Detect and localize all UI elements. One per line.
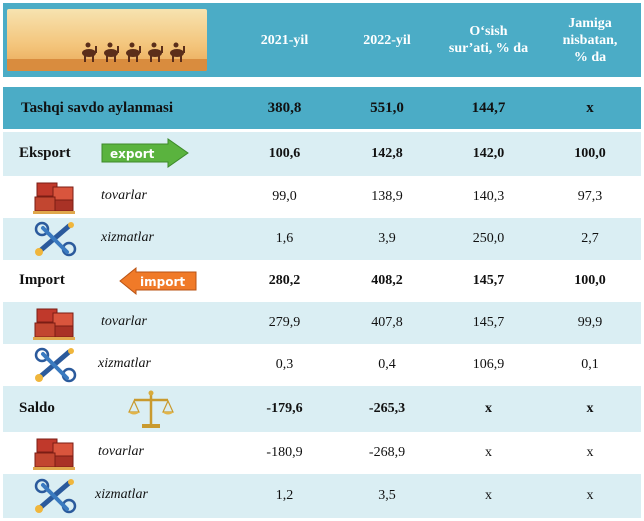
tools-gears-icon — [34, 221, 77, 257]
row-label-cell: tovarlar — [3, 302, 233, 344]
row-label: Tashqi savdo aylanmasi — [21, 99, 174, 116]
cell-share: 97,3 — [577, 189, 603, 204]
export-badge-text: export — [110, 147, 155, 161]
cell-2022: 3,9 — [378, 231, 396, 246]
import-badge-text: import — [140, 275, 185, 289]
cell-2021: 1,6 — [275, 231, 294, 246]
header-share-line1: Jamiga — [568, 15, 612, 31]
cell-growth: 140,3 — [472, 189, 505, 204]
row-label: Saldo — [19, 400, 55, 416]
header-share: Jamiga nisbatan, % da — [539, 3, 641, 77]
cell-2021: 380,8 — [267, 99, 302, 116]
cell-growth: 144,7 — [471, 99, 506, 116]
cell-growth: 250,0 — [472, 231, 505, 246]
header-share-line3: % da — [573, 49, 607, 65]
cell-2022: -268,9 — [368, 445, 406, 460]
header-2021: 2021-yil — [260, 32, 309, 48]
cell-growth: 145,7 — [472, 315, 505, 330]
cell-share: 100,0 — [574, 273, 606, 288]
cell-2021: 100,6 — [268, 146, 301, 161]
header-growth-line2: sur’ati, % da — [448, 41, 529, 56]
tools-gears-icon — [34, 347, 77, 383]
cell-share: x — [586, 401, 594, 416]
trade-table: 2021-yil 2022-yil O‘sish sur’ati, % da J… — [3, 3, 641, 518]
import-arrow-icon: import — [119, 266, 197, 296]
cell-2022: 3,5 — [378, 488, 396, 503]
cell-2021: -180,9 — [266, 445, 303, 460]
desert-caravan-image — [7, 9, 207, 71]
cell-share: 99,9 — [577, 315, 603, 330]
cargo-boxes-icon — [33, 438, 75, 470]
cell-growth: x — [485, 445, 492, 460]
row-label-cell: tovarlar — [3, 176, 233, 218]
row-label-cell: Eksport export — [3, 132, 233, 176]
cell-share: x — [586, 445, 594, 460]
header-share-line2: nisbatan, — [562, 32, 618, 48]
row-label: tovarlar — [98, 444, 144, 459]
cell-growth: 106,9 — [472, 357, 505, 372]
table-row-balance: Saldo -179,6 -265,3 x x — [3, 386, 641, 432]
header-gap — [3, 77, 641, 87]
row-label-cell: xizmatlar — [3, 474, 233, 518]
cell-2021: 0,3 — [275, 357, 294, 372]
header-growth: O‘sish sur’ati, % da — [438, 3, 539, 77]
header-banner-cell — [3, 3, 233, 77]
header-2022: 2022-yil — [363, 32, 411, 48]
cell-2022: 142,8 — [371, 146, 403, 161]
table-row-export: Eksport export 100,6 142,8 142,0 100,0 — [3, 132, 641, 176]
row-label-cell: xizmatlar — [3, 344, 233, 386]
table-header: 2021-yil 2022-yil O‘sish sur’ati, % da J… — [3, 3, 641, 77]
row-label: xizmatlar — [101, 230, 154, 245]
cell-2022: 138,9 — [371, 189, 403, 204]
table-row-export-goods: tovarlar 99,0 138,9 140,3 97,3 — [3, 176, 641, 218]
cell-2022: 407,8 — [371, 315, 403, 330]
cell-2022: 0,4 — [378, 357, 396, 372]
cell-share: 0,1 — [581, 357, 599, 372]
cell-2021: 1,2 — [275, 488, 294, 503]
cell-2022: 551,0 — [370, 99, 404, 116]
row-label: xizmatlar — [98, 356, 151, 371]
row-label-cell: Import import — [3, 260, 233, 302]
cell-growth: x — [485, 401, 492, 416]
table-row-import-services: xizmatlar 0,3 0,4 106,9 0,1 — [3, 344, 641, 386]
cell-2022: 408,2 — [371, 273, 403, 288]
row-label-cell: Saldo — [3, 386, 233, 432]
row-label: tovarlar — [101, 314, 147, 329]
cell-growth: x — [485, 488, 492, 503]
table-row-import: Import import 280,2 408,2 145,7 100,0 — [3, 260, 641, 302]
row-label: Eksport — [19, 145, 71, 161]
cell-2021: 279,9 — [268, 315, 301, 330]
header-growth-line1: O‘sish — [469, 24, 508, 39]
table-row-balance-goods: tovarlar -180,9 -268,9 x x — [3, 432, 641, 474]
row-label: Import — [19, 272, 65, 288]
cell-share: x — [586, 99, 594, 116]
cell-share: 100,0 — [574, 146, 606, 161]
cell-2022: -265,3 — [368, 401, 406, 416]
table-row-import-goods: tovarlar 279,9 407,8 145,7 99,9 — [3, 302, 641, 344]
cell-share: 2,7 — [581, 231, 599, 246]
scales-icon — [128, 390, 174, 428]
cell-growth: 145,7 — [472, 273, 505, 288]
cargo-boxes-icon — [33, 308, 75, 340]
cell-2021: -179,6 — [266, 401, 303, 416]
tools-gears-icon — [34, 478, 77, 514]
table-row-balance-services: xizmatlar 1,2 3,5 x x — [3, 474, 641, 518]
row-label-cell: xizmatlar — [3, 218, 233, 260]
table-row-total: Tashqi savdo aylanmasi 380,8 551,0 144,7… — [3, 87, 641, 129]
row-label: tovarlar — [101, 188, 147, 203]
cell-2021: 280,2 — [268, 273, 301, 288]
row-label-cell: tovarlar — [3, 432, 233, 474]
cargo-boxes-icon — [33, 182, 75, 214]
export-arrow-icon: export — [101, 138, 189, 168]
cell-share: x — [586, 488, 594, 503]
cell-growth: 142,0 — [472, 146, 505, 161]
table-row-export-services: xizmatlar 1,6 3,9 250,0 2,7 — [3, 218, 641, 260]
row-label: xizmatlar — [95, 487, 148, 502]
cell-2021: 99,0 — [272, 189, 297, 204]
